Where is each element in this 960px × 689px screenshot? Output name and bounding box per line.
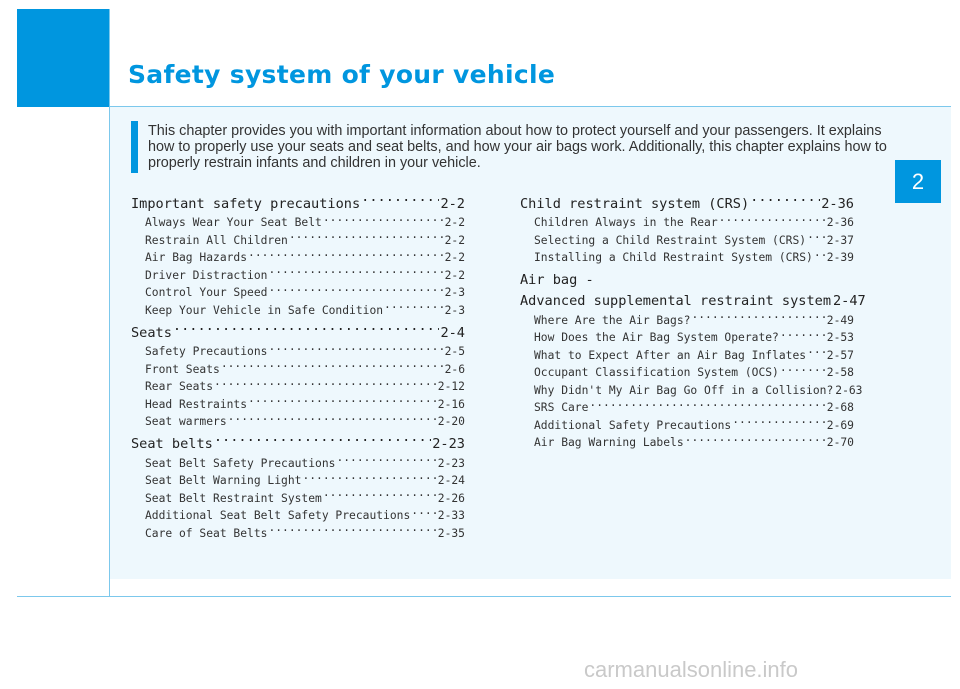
page-title: Safety system of your vehicle xyxy=(128,60,556,89)
toc-section-air-bag-line1[interactable]: Air bag - xyxy=(520,271,594,288)
toc-section-seats[interactable]: Seats2-4 xyxy=(131,322,465,343)
header-divider xyxy=(109,106,951,107)
toc-section-important-safety[interactable]: Important safety precautions2-2 xyxy=(131,193,465,214)
toc-item[interactable]: Installing a Child Restraint System (CRS… xyxy=(534,249,854,267)
header-color-block xyxy=(17,9,109,107)
intro-accent-bar xyxy=(131,121,138,173)
toc-item[interactable]: Seat Belt Warning Light2-24 xyxy=(145,472,465,490)
toc-item[interactable]: Control Your Speed2-3 xyxy=(145,284,465,302)
toc-item[interactable]: Seat Belt Restraint System2-26 xyxy=(145,490,465,508)
chapter-tab: 2 xyxy=(895,160,941,203)
toc-item[interactable]: Head Restraints2-16 xyxy=(145,396,465,414)
toc-item[interactable]: Selecting a Child Restraint System (CRS)… xyxy=(534,232,854,250)
toc-item[interactable]: Rear Seats2-12 xyxy=(145,378,465,396)
toc-item[interactable]: Always Wear Your Seat Belt2-2 xyxy=(145,214,465,232)
toc-item[interactable]: Driver Distraction2-2 xyxy=(145,267,465,285)
toc-item[interactable]: Additional Seat Belt Safety Precautions2… xyxy=(145,507,465,525)
footer-divider xyxy=(17,596,951,597)
toc-column-left: Important safety precautions2-2 Always W… xyxy=(131,193,465,542)
toc-item[interactable]: Safety Precautions2-5 xyxy=(145,343,465,361)
toc-item[interactable]: Children Always in the Rear2-36 xyxy=(534,214,854,232)
toc-item[interactable]: Front Seats2-6 xyxy=(145,361,465,379)
toc-section-seat-belts[interactable]: Seat belts2-23 xyxy=(131,434,465,455)
toc-item[interactable]: Where Are the Air Bags?2-49 xyxy=(534,312,854,330)
toc-section-air-bag[interactable]: Advanced supplemental restraint system 2-… xyxy=(520,293,866,310)
margin-divider xyxy=(109,9,110,597)
toc-item[interactable]: SRS Care2-68 xyxy=(534,399,854,417)
toc-item[interactable]: Restrain All Children2-2 xyxy=(145,232,465,250)
toc-item[interactable]: Seat warmers2-20 xyxy=(145,413,465,431)
chapter-intro: This chapter provides you with important… xyxy=(148,123,887,171)
content-panel xyxy=(110,107,951,579)
toc-section-child-restraint[interactable]: Child restraint system (CRS)2-36 xyxy=(520,193,854,214)
toc-item[interactable]: Air Bag Warning Labels2-70 xyxy=(534,434,854,452)
toc-item[interactable]: Seat Belt Safety Precautions2-23 xyxy=(145,455,465,473)
toc-item[interactable]: Keep Your Vehicle in Safe Condition2-3 xyxy=(145,302,465,320)
toc-item[interactable]: What to Expect After an Air Bag Inflates… xyxy=(534,347,854,365)
toc-column-right: Child restraint system (CRS)2-36 Childre… xyxy=(520,193,866,452)
toc-item[interactable]: Why Didn't My Air Bag Go Off in a Collis… xyxy=(534,383,863,397)
toc-item[interactable]: Air Bag Hazards2-2 xyxy=(145,249,465,267)
toc-item[interactable]: How Does the Air Bag System Operate?2-53 xyxy=(534,329,854,347)
watermark: carmanualsonline.info xyxy=(584,657,799,682)
toc-item[interactable]: Care of Seat Belts2-35 xyxy=(145,525,465,543)
toc-item[interactable]: Occupant Classification System (OCS)2-58 xyxy=(534,364,854,382)
toc-item[interactable]: Additional Safety Precautions2-69 xyxy=(534,417,854,435)
